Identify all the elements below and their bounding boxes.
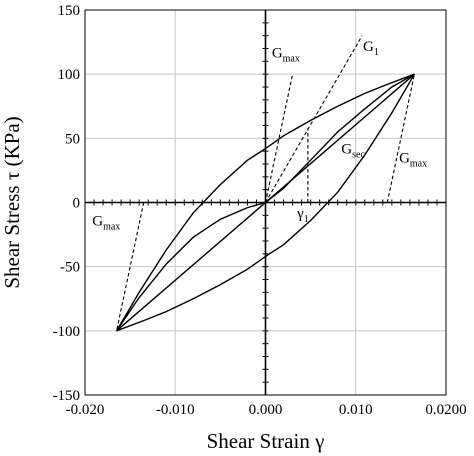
series-line-7 [116, 202, 145, 331]
annotation-label: Gsec [341, 142, 365, 161]
x-tick-label: 0.000 [249, 402, 283, 418]
x-tick-label: 0.0200 [425, 402, 466, 418]
annotation-label: Gmax [92, 214, 120, 233]
y-tick-label: -100 [53, 324, 81, 340]
x-tick-label: 0.010 [339, 402, 373, 418]
y-tick-label: 0 [73, 196, 81, 212]
annotations: Gmax G1 Gsec Gmax Gmax γ1 [92, 39, 427, 233]
x-tick-label: -0.010 [156, 402, 195, 418]
zero-axes [85, 10, 446, 395]
series-line-6 [386, 74, 415, 203]
series-line-4 [264, 74, 294, 203]
y-tick-label: 100 [58, 67, 81, 83]
series-line-5 [265, 35, 363, 203]
y-tick-label: -50 [60, 260, 80, 276]
y-tick-label: -150 [53, 388, 81, 404]
x-tick-label: -0.020 [66, 402, 105, 418]
y-tick-label: 150 [58, 3, 81, 19]
y-tick-label: 50 [65, 131, 80, 147]
tick-labels: -0.020 -0.010 0.000 0.010 0.0200 -150 -100 -50 0… [53, 3, 467, 418]
x-axis-title: Shear Strain γ [207, 429, 325, 453]
annotation-label: Gmax [399, 151, 427, 170]
y-axis-title: Shear Stress τ (KPa) [0, 116, 24, 288]
annotation-label: Gmax [272, 45, 300, 64]
annotation-label: γ1 [296, 206, 309, 225]
annotation-label: G1 [363, 39, 379, 58]
